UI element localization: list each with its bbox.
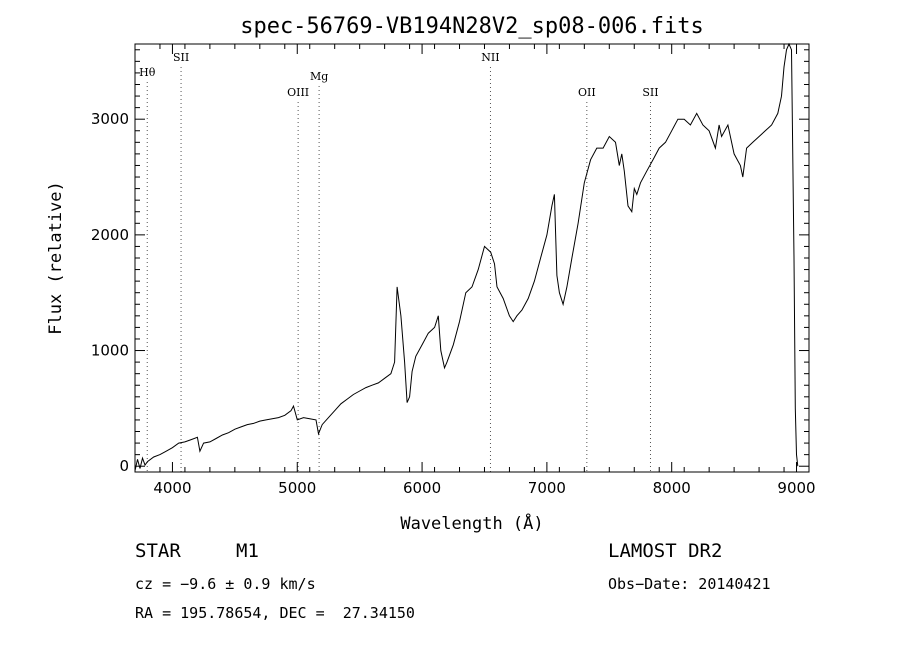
line-marker-label: SII xyxy=(642,86,658,99)
redshift-readout: cz = −9.6 ± 0.9 km/s xyxy=(135,575,316,593)
coordinates-readout: RA = 195.78654, DEC = 27.34150 xyxy=(135,604,415,622)
x-tick-label: 6000 xyxy=(403,479,441,497)
line-marker-label: OIII xyxy=(287,86,309,99)
x-tick-label: 9000 xyxy=(777,479,815,497)
object-class: STAR xyxy=(135,540,181,562)
line-marker-label: NII xyxy=(481,51,499,64)
x-tick-label: 4000 xyxy=(153,479,191,497)
flux-series-line xyxy=(134,42,799,471)
y-tick-label: 2000 xyxy=(91,226,129,244)
object-subclass: M1 xyxy=(236,540,259,562)
x-axis-label: Wavelength (Å) xyxy=(400,512,543,534)
chart-title: spec-56769-VB194N28V2_sp08-006.fits xyxy=(240,14,704,39)
x-tick-label: 8000 xyxy=(653,479,691,497)
plot-frame xyxy=(134,43,810,473)
line-marker-label: OII xyxy=(578,86,596,99)
y-tick-label: 3000 xyxy=(91,110,129,128)
axis-ticks: 4000 5000 6000 7000 8000 9000 0 1000 2000 3000 xyxy=(91,44,816,497)
survey-name: LAMOST DR2 xyxy=(608,540,723,562)
line-marker-label: Hθ xyxy=(139,66,156,79)
x-tick-label: 7000 xyxy=(528,479,566,497)
y-tick-label: 0 xyxy=(119,457,129,475)
observation-date: Obs−Date: 20140421 xyxy=(608,575,771,593)
line-marker-label: Mg xyxy=(310,70,328,83)
x-tick-label: 5000 xyxy=(278,479,316,497)
y-axis-label: Flux (relative) xyxy=(46,181,66,335)
line-marker-label: SII xyxy=(173,51,189,64)
y-tick-label: 1000 xyxy=(91,342,129,360)
